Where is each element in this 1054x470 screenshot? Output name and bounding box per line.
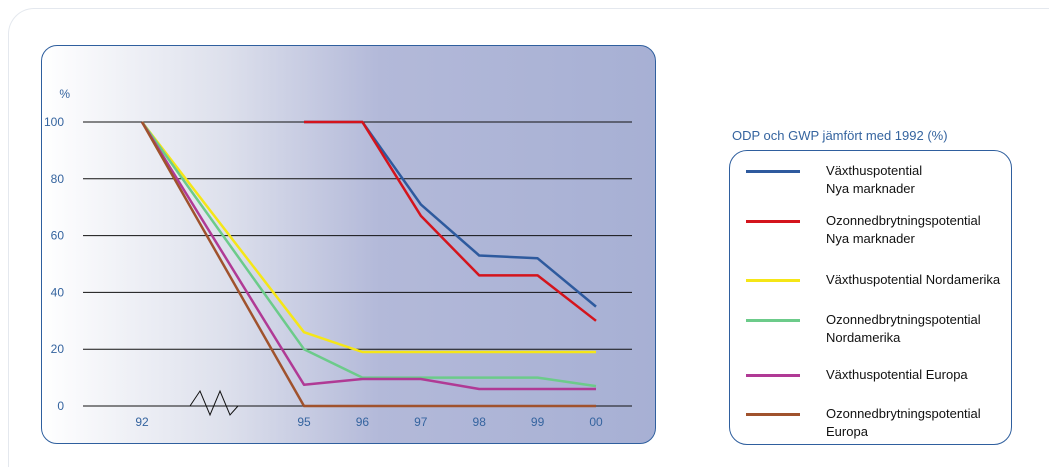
legend-label: Ozonnedbrytningspotential Europa [826, 406, 981, 439]
y-tick-label: 60 [51, 229, 65, 243]
x-tick-label: 98 [473, 415, 487, 429]
y-tick-label: 20 [51, 342, 65, 356]
y-tick-label: 80 [51, 172, 65, 186]
legend-swatch [746, 413, 800, 416]
y-tick-label: 40 [51, 285, 65, 299]
legend-swatch [746, 374, 800, 377]
legend-item: Växthuspotential Europa [746, 367, 1011, 414]
legend-label: Ozonnedbrytningspotential Nya marknader [826, 213, 981, 246]
legend-label: Växthuspotential Europa [826, 367, 968, 382]
series-line-3 [140, 121, 597, 388]
legend-swatch [746, 319, 800, 322]
line-chart: 0 20 40 60 80 100% 92 95 96 97 98 99 00 [44, 87, 632, 429]
x-tick-label: 99 [531, 415, 545, 429]
legend-swatch [746, 220, 800, 223]
x-tick-label: 95 [297, 415, 311, 429]
series-line-0 [304, 120, 597, 308]
series-line-1 [304, 120, 597, 322]
y-tick-label: 100 [44, 115, 64, 129]
y-tick-label: 0 [57, 399, 64, 413]
y-axis-label: % [59, 87, 70, 101]
legend-swatch [746, 170, 800, 173]
legend-item: Växthuspotential Nya marknader [746, 163, 1011, 210]
axis-break-icon [189, 389, 239, 417]
x-tick-label: 96 [356, 415, 370, 429]
legend-item: Ozonnedbrytningspotential Nya marknader [746, 213, 1011, 260]
legend-item: Växthuspotential Nordamerika [746, 272, 1011, 319]
legend-label: Växthuspotential Nordamerika [826, 272, 1001, 287]
series-line-2 [141, 121, 596, 354]
legend-label: Ozonnedbrytningspotential Nordamerika [826, 312, 981, 345]
legend-title: ODP och GWP jämfört med 1992 (%) [732, 128, 948, 143]
chart-panel: 0 20 40 60 80 100% 92 95 96 97 98 99 00 [41, 45, 656, 444]
legend-item: Ozonnedbrytningspotential Nordamerika [746, 312, 1011, 359]
legend-swatch [746, 279, 800, 282]
series-line-4 [140, 121, 596, 391]
x-tick-label: 97 [414, 415, 428, 429]
x-tick-label: 00 [589, 415, 603, 429]
legend-label: Växthuspotential Nya marknader [826, 163, 923, 196]
page-frame [8, 8, 1049, 467]
x-tick-label: 92 [135, 415, 149, 429]
legend: Växthuspotential Nya marknader Ozonnedbry… [729, 150, 1012, 445]
series-line-5 [140, 121, 596, 408]
legend-item: Ozonnedbrytningspotential Europa [746, 406, 1011, 453]
